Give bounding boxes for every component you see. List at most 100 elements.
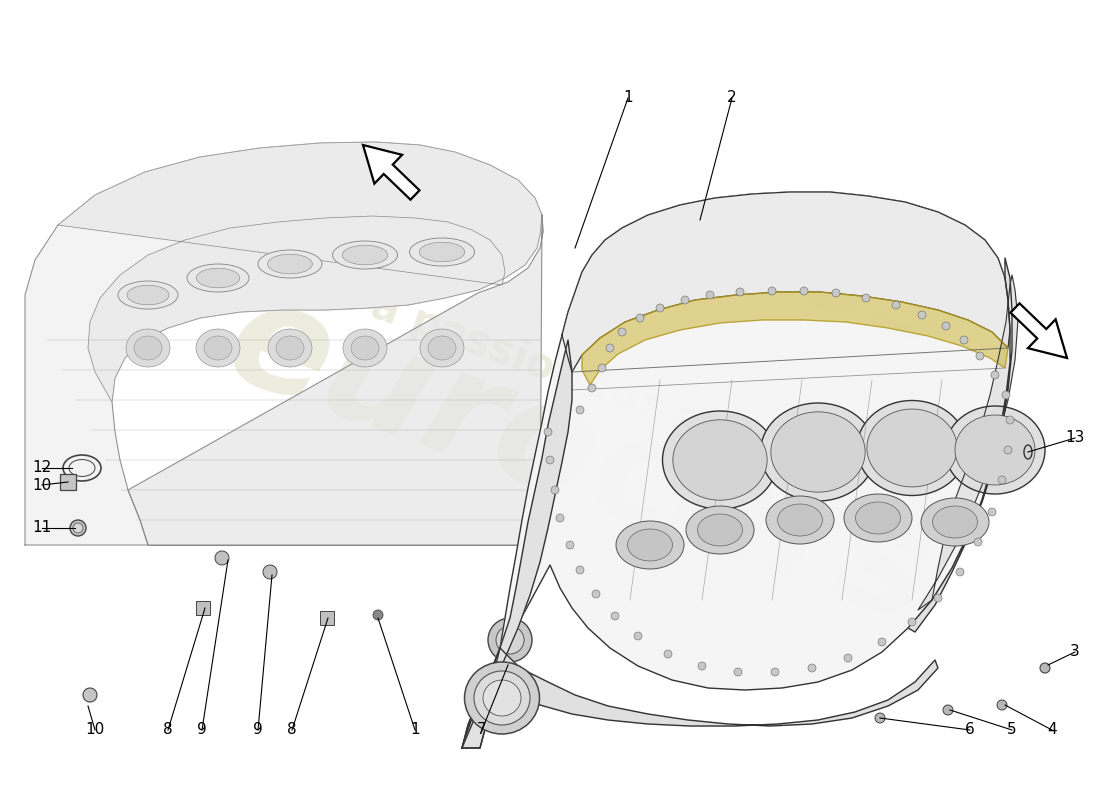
Bar <box>60 474 76 490</box>
Ellipse shape <box>856 502 901 534</box>
Text: 1: 1 <box>410 722 420 738</box>
Circle shape <box>488 618 532 662</box>
Polygon shape <box>462 648 938 748</box>
FancyArrow shape <box>1011 303 1067 358</box>
Circle shape <box>991 371 999 379</box>
Ellipse shape <box>134 336 162 360</box>
Text: 12: 12 <box>32 461 52 475</box>
Text: 1: 1 <box>624 90 632 106</box>
Polygon shape <box>462 192 1010 748</box>
Circle shape <box>664 650 672 658</box>
Text: 10: 10 <box>32 478 52 493</box>
Circle shape <box>892 301 900 309</box>
Ellipse shape <box>332 241 397 269</box>
Polygon shape <box>908 258 1012 632</box>
Ellipse shape <box>844 494 912 542</box>
Polygon shape <box>462 340 572 748</box>
Circle shape <box>736 288 744 296</box>
Ellipse shape <box>268 329 312 367</box>
Ellipse shape <box>766 496 834 544</box>
Ellipse shape <box>867 409 957 487</box>
Text: 9: 9 <box>253 722 263 738</box>
Circle shape <box>874 713 886 723</box>
Circle shape <box>263 565 277 579</box>
Polygon shape <box>918 275 1018 610</box>
Circle shape <box>1002 391 1010 399</box>
Ellipse shape <box>342 245 387 265</box>
Circle shape <box>988 508 996 516</box>
Circle shape <box>576 406 584 414</box>
Circle shape <box>997 700 1006 710</box>
Bar <box>320 611 334 625</box>
Circle shape <box>918 311 926 319</box>
Circle shape <box>878 638 886 646</box>
Ellipse shape <box>771 412 866 492</box>
Text: 85: 85 <box>779 216 966 374</box>
Ellipse shape <box>343 329 387 367</box>
Circle shape <box>634 632 642 640</box>
Circle shape <box>956 568 964 576</box>
Circle shape <box>82 688 97 702</box>
Ellipse shape <box>258 250 322 278</box>
Circle shape <box>606 344 614 352</box>
Circle shape <box>808 664 816 672</box>
Ellipse shape <box>673 420 767 500</box>
Circle shape <box>576 566 584 574</box>
Ellipse shape <box>126 329 170 367</box>
Ellipse shape <box>697 514 742 546</box>
Ellipse shape <box>921 498 989 546</box>
Text: a passion for cars: a passion for cars <box>365 284 771 466</box>
Circle shape <box>70 520 86 536</box>
Circle shape <box>862 294 870 302</box>
Polygon shape <box>582 292 1008 385</box>
Circle shape <box>974 538 982 546</box>
Circle shape <box>656 304 664 312</box>
Ellipse shape <box>483 680 521 716</box>
Text: eurocars: eurocars <box>208 266 951 654</box>
Circle shape <box>214 551 229 565</box>
Text: 4: 4 <box>1047 722 1057 738</box>
Ellipse shape <box>760 403 876 501</box>
Ellipse shape <box>857 401 967 495</box>
Circle shape <box>1040 663 1050 673</box>
Text: 9: 9 <box>197 722 207 738</box>
Circle shape <box>1004 446 1012 454</box>
Circle shape <box>768 287 776 295</box>
Circle shape <box>588 384 596 392</box>
Bar <box>196 601 210 615</box>
Circle shape <box>566 541 574 549</box>
Text: 8: 8 <box>163 722 173 738</box>
Text: 5: 5 <box>1008 722 1016 738</box>
Ellipse shape <box>933 506 978 538</box>
Circle shape <box>908 618 916 626</box>
Ellipse shape <box>627 529 672 561</box>
Ellipse shape <box>196 268 240 288</box>
Circle shape <box>373 610 383 620</box>
Ellipse shape <box>351 336 380 360</box>
Circle shape <box>706 291 714 299</box>
Text: 3: 3 <box>1070 645 1080 659</box>
Circle shape <box>681 296 689 304</box>
Ellipse shape <box>955 415 1035 485</box>
Circle shape <box>610 612 619 620</box>
FancyArrow shape <box>363 145 419 200</box>
Ellipse shape <box>686 506 754 554</box>
Circle shape <box>1006 416 1014 424</box>
Circle shape <box>73 523 82 533</box>
Circle shape <box>556 514 564 522</box>
Text: 6: 6 <box>965 722 975 738</box>
Ellipse shape <box>464 662 539 734</box>
Ellipse shape <box>187 264 249 292</box>
Ellipse shape <box>196 329 240 367</box>
Circle shape <box>598 364 606 372</box>
Text: 10: 10 <box>86 722 104 738</box>
Circle shape <box>636 314 644 322</box>
Circle shape <box>698 662 706 670</box>
Polygon shape <box>562 192 1010 372</box>
Circle shape <box>551 486 559 494</box>
Circle shape <box>976 352 984 360</box>
Text: 11: 11 <box>32 521 52 535</box>
Circle shape <box>592 590 600 598</box>
Text: 2: 2 <box>727 90 737 106</box>
Ellipse shape <box>945 406 1045 494</box>
